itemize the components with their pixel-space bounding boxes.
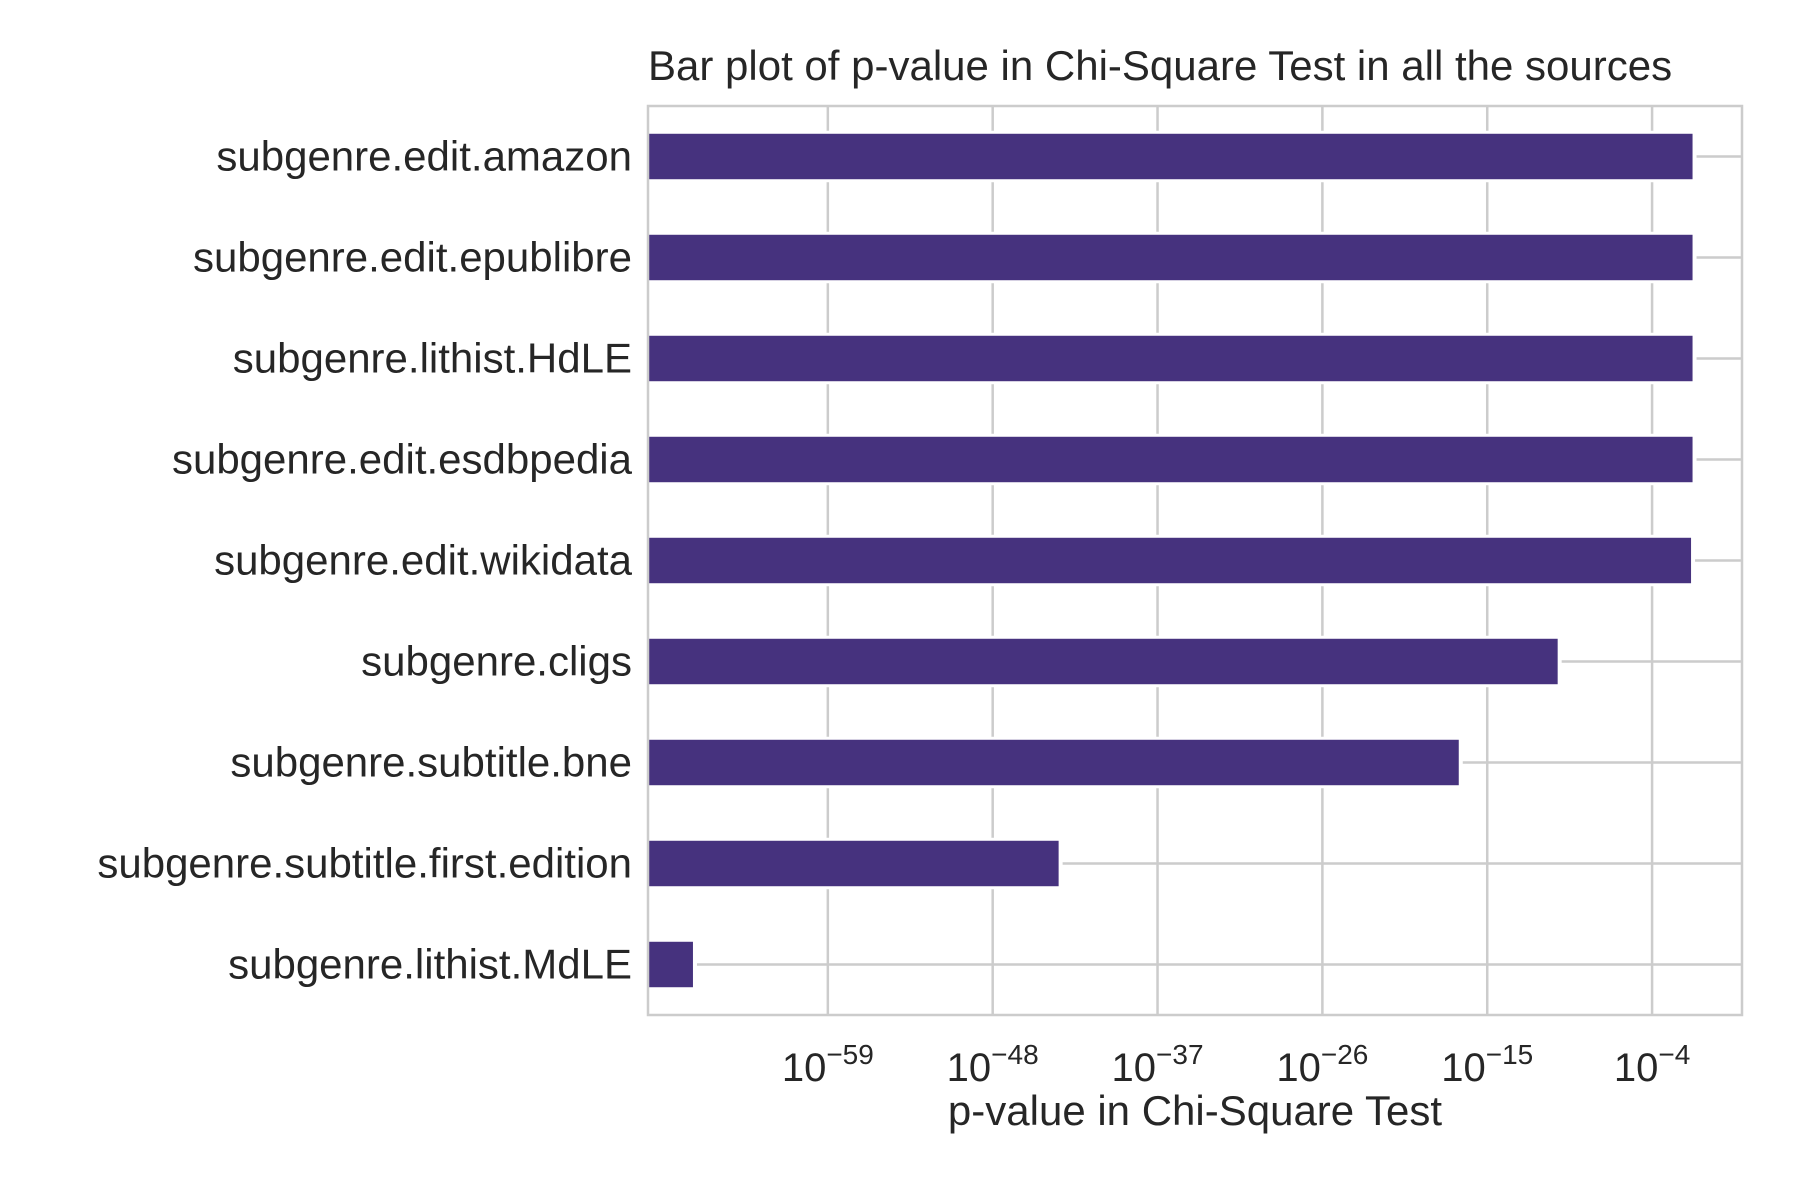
category-label: subgenre.edit.amazon <box>216 133 632 180</box>
x-tick-exponent: −15 <box>1486 1039 1534 1070</box>
bar <box>648 335 1693 382</box>
x-tick-base: 10 <box>1112 1046 1157 1090</box>
category-label: subgenre.edit.esdbpedia <box>172 436 633 483</box>
x-tick-base: 10 <box>947 1046 992 1090</box>
x-tick-base: 10 <box>1276 1046 1321 1090</box>
category-label: subgenre.subtitle.bne <box>230 739 632 786</box>
x-tick-label: 10−26 <box>1276 1039 1368 1090</box>
bar <box>648 436 1693 483</box>
bar <box>648 941 693 988</box>
bar <box>648 638 1558 685</box>
category-labels: subgenre.edit.amazon subgenre.edit.epubli… <box>97 133 632 988</box>
x-tick-base: 10 <box>1614 1046 1659 1090</box>
x-tick-exponent: −4 <box>1658 1039 1690 1070</box>
category-label: subgenre.subtitle.first.edition <box>97 840 632 887</box>
chart-title: Bar plot of p-value in Chi-Square Test i… <box>648 42 1672 89</box>
category-label: subgenre.lithist.MdLE <box>228 941 632 988</box>
x-tick-exponent: −26 <box>1321 1039 1369 1070</box>
bars <box>648 130 1697 991</box>
bar <box>648 537 1692 584</box>
x-tick-label: 10−48 <box>947 1039 1039 1090</box>
x-tick-label: 10−15 <box>1441 1039 1533 1090</box>
x-tick-base: 10 <box>782 1046 827 1090</box>
x-tick-label: 10−59 <box>782 1039 874 1090</box>
x-tick-base: 10 <box>1441 1046 1486 1090</box>
category-label: subgenre.edit.wikidata <box>214 537 633 584</box>
category-label: subgenre.edit.epublibre <box>193 234 632 281</box>
x-tick-labels: 10−59 10−48 10−37 10−26 10−15 10−4 <box>782 1039 1690 1090</box>
x-tick-label: 10−37 <box>1112 1039 1204 1090</box>
x-tick-exponent: −59 <box>826 1039 874 1070</box>
plot-frame <box>646 104 1744 1017</box>
bar <box>648 234 1693 281</box>
x-tick-exponent: −37 <box>1156 1039 1204 1070</box>
x-axis-title: p-value in Chi-Square Test <box>948 1087 1442 1134</box>
x-tick-label: 10−4 <box>1614 1039 1690 1090</box>
bar <box>648 739 1459 786</box>
x-tick-exponent: −48 <box>991 1039 1039 1070</box>
bar <box>648 840 1059 887</box>
category-label: subgenre.lithist.HdLE <box>233 335 632 382</box>
bar <box>648 133 1693 180</box>
category-label: subgenre.cligs <box>361 638 632 685</box>
